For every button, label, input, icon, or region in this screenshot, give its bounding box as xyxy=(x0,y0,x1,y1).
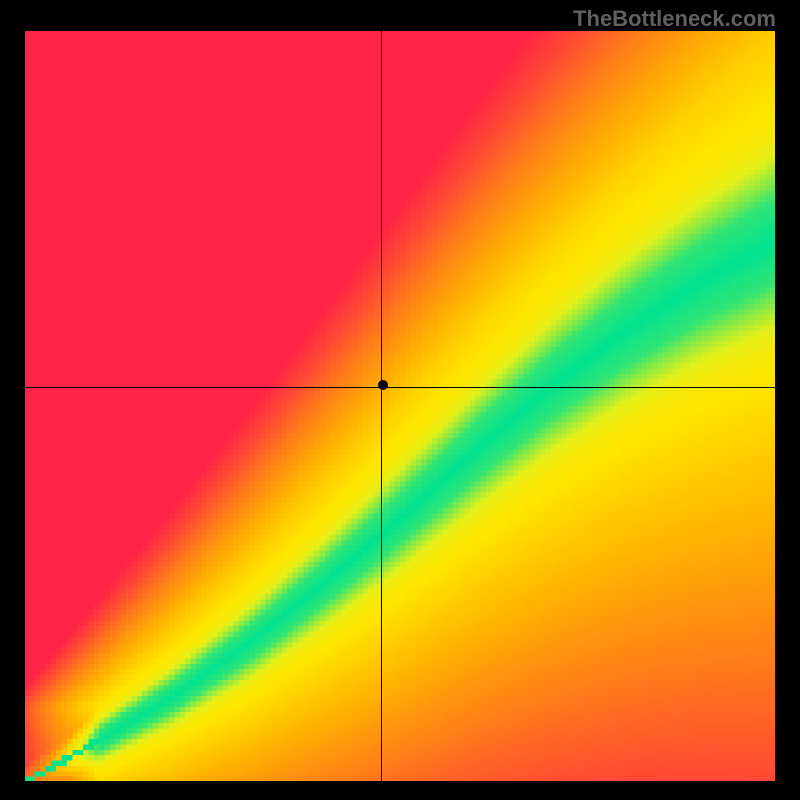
watermark-text: TheBottleneck.com xyxy=(573,6,776,32)
crosshair-horizontal xyxy=(24,387,776,388)
crosshair-vertical xyxy=(381,30,382,782)
heatmap-canvas xyxy=(24,30,776,782)
data-point-marker xyxy=(378,380,388,390)
heatmap-plot xyxy=(24,30,776,782)
